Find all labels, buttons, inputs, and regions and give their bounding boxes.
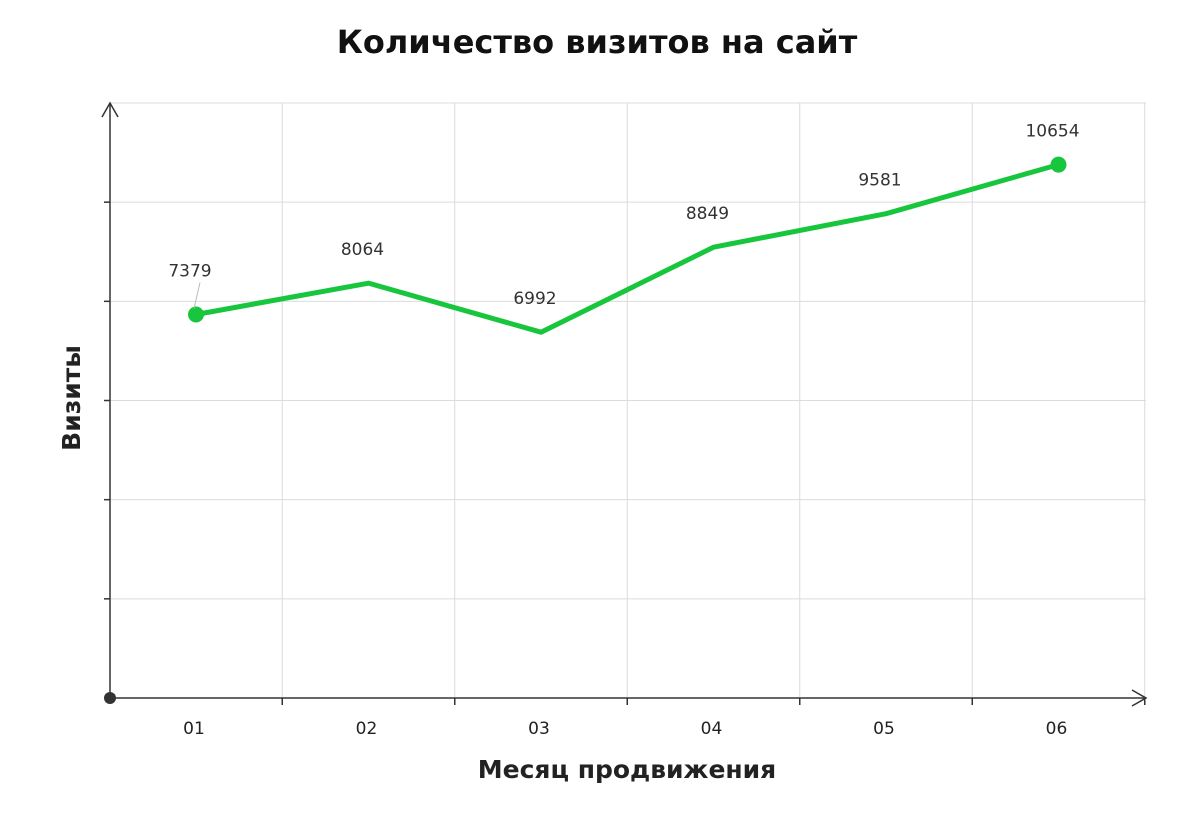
- y-axis-title: Визиты: [57, 345, 86, 451]
- x-tick-label: 05: [873, 719, 895, 739]
- data-point-marker: [188, 306, 204, 323]
- x-tick-label: 03: [528, 719, 550, 739]
- axes: [101, 101, 1148, 707]
- series: [188, 156, 1067, 335]
- data-label: 8849: [686, 204, 729, 224]
- x-axis-arrow: [1131, 689, 1148, 707]
- x-tick-label: 06: [1046, 719, 1068, 739]
- x-tick-label: 04: [701, 719, 723, 739]
- x-axis-ticks: 01 02 03 04 05 06: [104, 201, 1146, 739]
- data-label: 9581: [858, 171, 901, 191]
- x-tick-label: 02: [356, 719, 378, 739]
- data-label: 8064: [341, 240, 384, 260]
- data-labels: 7379 8064 6992 8849 9581 10654: [168, 122, 1079, 310]
- data-label-leader: [193, 282, 201, 309]
- y-axis-arrow: [101, 101, 119, 118]
- data-point-marker: [1050, 156, 1067, 173]
- x-axis-title: Месяц продвижения: [478, 755, 777, 784]
- grid: [110, 102, 1146, 698]
- data-label: 7379: [168, 261, 211, 281]
- series-line: [193, 162, 1061, 335]
- x-tick-label: 01: [183, 719, 205, 739]
- axis-origin-dot: [104, 692, 116, 704]
- data-label: 6992: [513, 289, 556, 309]
- chart-title: Количество визитов на сайт: [337, 23, 858, 61]
- data-label: 10654: [1025, 122, 1079, 142]
